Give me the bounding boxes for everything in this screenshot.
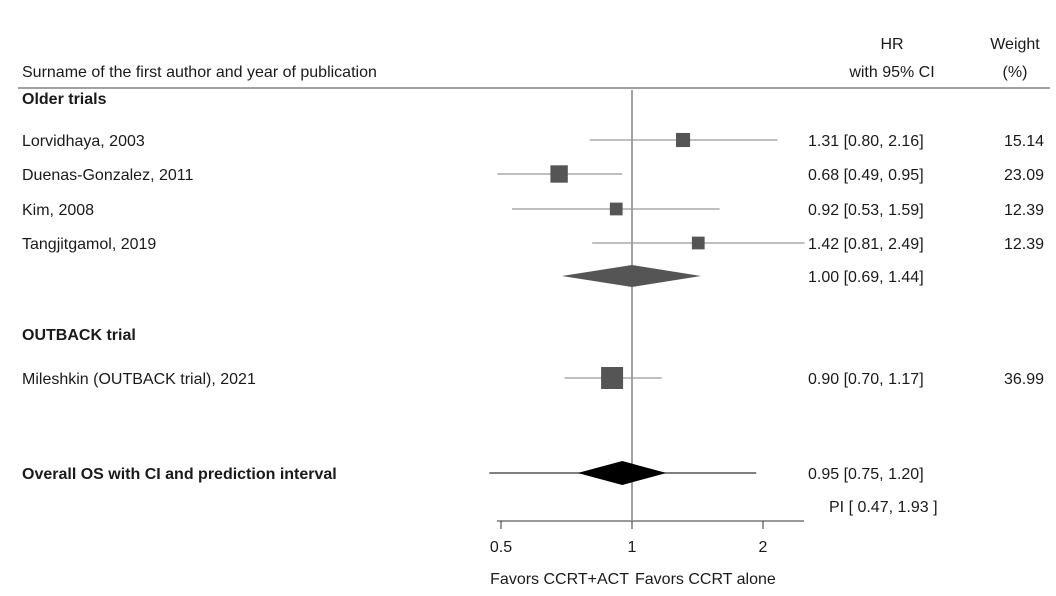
x-axis-tick-label: 2	[759, 539, 768, 556]
study-hr-marker	[609, 202, 623, 216]
x-axis-label-left: Favors CCRT+ACT	[490, 571, 629, 588]
study-hr-ci-text: 0.68 [0.49, 0.95]	[808, 167, 924, 184]
header-weight-column: Weight	[990, 36, 1040, 53]
header: Surname of the first author and year of …	[18, 36, 1050, 89]
study-hr-ci-text: 1.31 [0.80, 2.16]	[808, 133, 924, 150]
header-weight-column-sub: (%)	[1003, 64, 1028, 81]
pooled-hr-ci-text: 1.00 [0.69, 1.44]	[808, 269, 924, 286]
x-axis-tick-label: 0.5	[490, 539, 512, 556]
x-axis-tick-label: 1	[628, 539, 637, 556]
overall-hr-ci-text: 0.95 [0.75, 1.20]	[808, 466, 924, 483]
study-hr-marker	[675, 132, 691, 148]
study-hr-marker	[550, 165, 568, 183]
overall-diamond	[577, 461, 667, 485]
study-hr-marker	[601, 367, 624, 389]
x-axis-label-right: Favors CCRT alone	[635, 571, 776, 588]
study-label: Tangjitgamol, 2019	[22, 236, 156, 253]
prediction-interval-text: PI [ 0.47, 1.93 ]	[829, 499, 938, 516]
x-axis: 0.5 1 2 Favors CCRT+ACT Favors CCRT alone	[490, 520, 804, 588]
header-hr-column-sub: with 95% CI	[848, 64, 934, 81]
header-hr-column: HR	[880, 36, 903, 53]
study-weight: 12.39	[1004, 202, 1044, 219]
group-title: Older trials	[22, 91, 107, 108]
study-weight: 36.99	[1004, 371, 1044, 388]
study-weight: 12.39	[1004, 236, 1044, 253]
study-hr-marker	[691, 236, 705, 250]
study-hr-ci-text: 0.92 [0.53, 1.59]	[808, 202, 924, 219]
study-rows: Older trials Lorvidhaya, 2003 1.31 [0.80, …	[22, 91, 1044, 516]
study-label: Lorvidhaya, 2003	[22, 133, 145, 150]
study-weight: 15.14	[1004, 133, 1044, 150]
study-hr-ci-text: 0.90 [0.70, 1.17]	[808, 371, 924, 388]
study-label: Mileshkin (OUTBACK trial), 2021	[22, 371, 256, 388]
group-title: OUTBACK trial	[22, 327, 136, 344]
study-weight: 23.09	[1004, 167, 1044, 184]
study-hr-ci-text: 1.42 [0.81, 2.49]	[808, 236, 924, 253]
overall-label: Overall OS with CI and prediction interv…	[22, 466, 337, 483]
pooled-diamond	[561, 265, 701, 287]
header-study-column: Surname of the first author and year of …	[22, 64, 377, 81]
study-label: Duenas-Gonzalez, 2011	[22, 167, 193, 184]
study-label: Kim, 2008	[22, 202, 94, 219]
